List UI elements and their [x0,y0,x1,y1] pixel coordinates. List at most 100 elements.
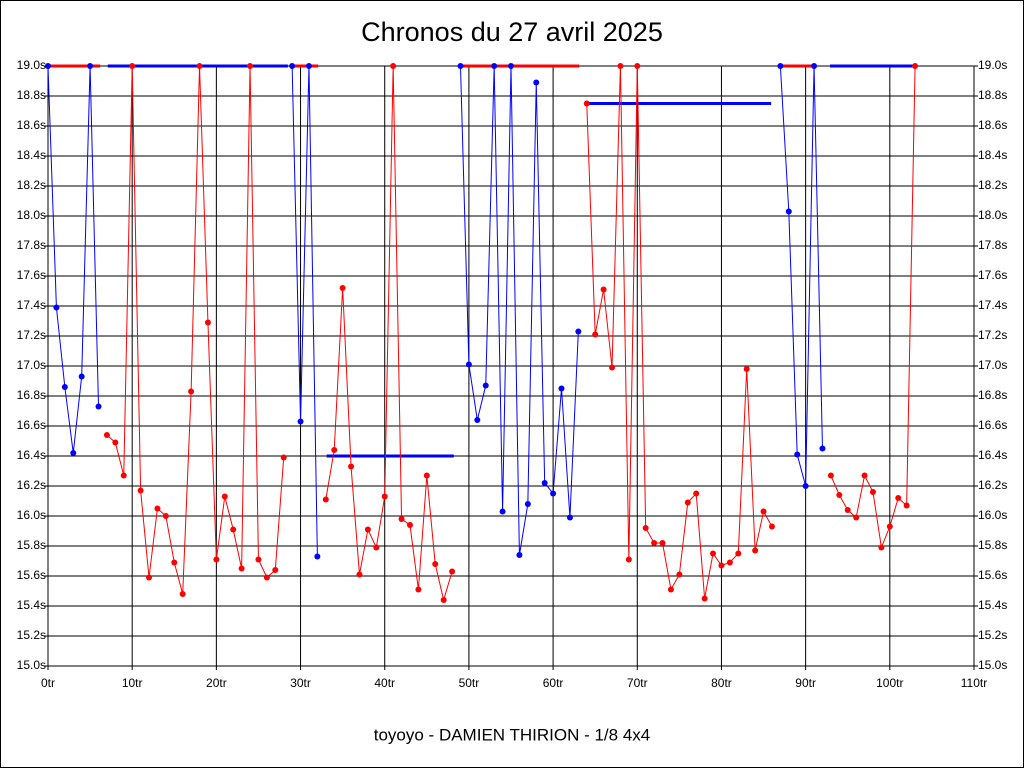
data-point [381,493,388,500]
data-point [289,63,296,69]
data-point [777,63,784,69]
y2-tick-label: 15.0s [978,658,1007,672]
data-point [112,439,119,446]
data-point [120,472,127,479]
data-point [213,556,220,563]
data-point [103,432,110,438]
data-point [583,100,590,107]
y2-tick-label: 16.4s [978,448,1007,462]
data-point [819,445,826,452]
data-point [87,63,94,69]
data-point [541,480,548,486]
data-point [356,571,363,578]
data-point [204,319,211,326]
y2-tick-label: 15.4s [978,598,1007,612]
data-point [314,553,321,560]
data-point [179,591,186,597]
data-point [154,505,161,512]
y2-tick-label: 15.2s [978,628,1007,642]
series-line [106,65,916,602]
data-point [836,492,843,498]
y-tick-label: 15.0s [17,658,46,672]
data-point [785,208,792,215]
y-tick-label: 18.6s [17,118,46,132]
data-point [861,472,868,479]
data-point [625,556,632,563]
data-point [146,574,153,581]
x-tick-label: 60tr [543,676,564,690]
data-point [491,63,498,69]
y2-tick-label: 15.8s [978,538,1007,552]
data-point [634,63,641,69]
data-point [449,568,456,575]
data-point [659,540,666,546]
data-point [869,489,876,495]
y-tick-label: 19.0s [17,58,46,72]
y2-tick-label: 16.8s [978,388,1007,402]
y-tick-label: 15.4s [17,598,46,612]
data-point [735,550,742,557]
data-point [760,508,767,515]
x-tick-label: 80tr [711,676,732,690]
x-tick-label: 10tr [122,676,143,690]
y-tick-label: 16.4s [17,448,46,462]
data-point [768,523,775,530]
data-point [827,472,834,479]
data-point [566,514,573,521]
data-point [188,388,195,395]
data-point [895,495,902,501]
y2-tick-label: 17.4s [978,298,1007,312]
data-point [390,63,397,69]
data-point [230,526,237,533]
y-tick-label: 17.6s [17,268,46,282]
data-point [238,565,245,572]
data-point [221,493,228,500]
data-point [499,508,506,515]
data-point [373,544,380,551]
data-point [53,304,60,311]
x-tick-label: 30tr [290,676,311,690]
data-point [61,384,68,390]
data-point [129,63,136,69]
y2-tick-label: 17.8s [978,238,1007,252]
data-point [457,63,464,69]
data-point [533,79,540,86]
x-tick-label: 70tr [627,676,648,690]
y-tick-label: 16.2s [17,478,46,492]
chart-footer: toyoyo - DAMIEN THIRION - 1/8 4x4 [374,725,650,744]
data-point [844,507,851,513]
y-tick-label: 17.2s [17,328,46,342]
data-point [280,454,287,461]
y2-tick-label: 17.6s [978,268,1007,282]
y-tick-label: 17.0s [17,358,46,372]
data-point [339,285,346,291]
data-point [70,450,77,456]
data-point [718,562,725,569]
data-point [617,63,624,69]
data-point [853,514,860,521]
y2-tick-label: 17.0s [978,358,1007,372]
data-point [508,63,514,69]
data-point [331,447,338,453]
y2-tick-label: 18.6s [978,118,1007,132]
y-tick-label: 15.8s [17,538,46,552]
data-point [651,540,658,546]
data-point [600,286,607,293]
y2-tick-label: 16.6s [978,418,1007,432]
y2-tick-label: 18.4s [978,148,1007,162]
data-point [272,567,279,573]
data-point [811,63,818,69]
data-point [465,361,472,368]
x-tick-label: 20tr [206,676,227,690]
y2-tick-label: 16.2s [978,478,1007,492]
data-point [482,382,489,389]
data-point [693,490,700,497]
data-point [474,417,481,423]
data-point [305,63,312,69]
x-tick-label: 50tr [459,676,480,690]
y-tick-label: 18.8s [17,88,46,102]
data-point [263,574,270,581]
x-tick-label: 110tr [961,676,987,690]
data-point [440,597,447,603]
y-tick-label: 17.8s [17,238,46,252]
